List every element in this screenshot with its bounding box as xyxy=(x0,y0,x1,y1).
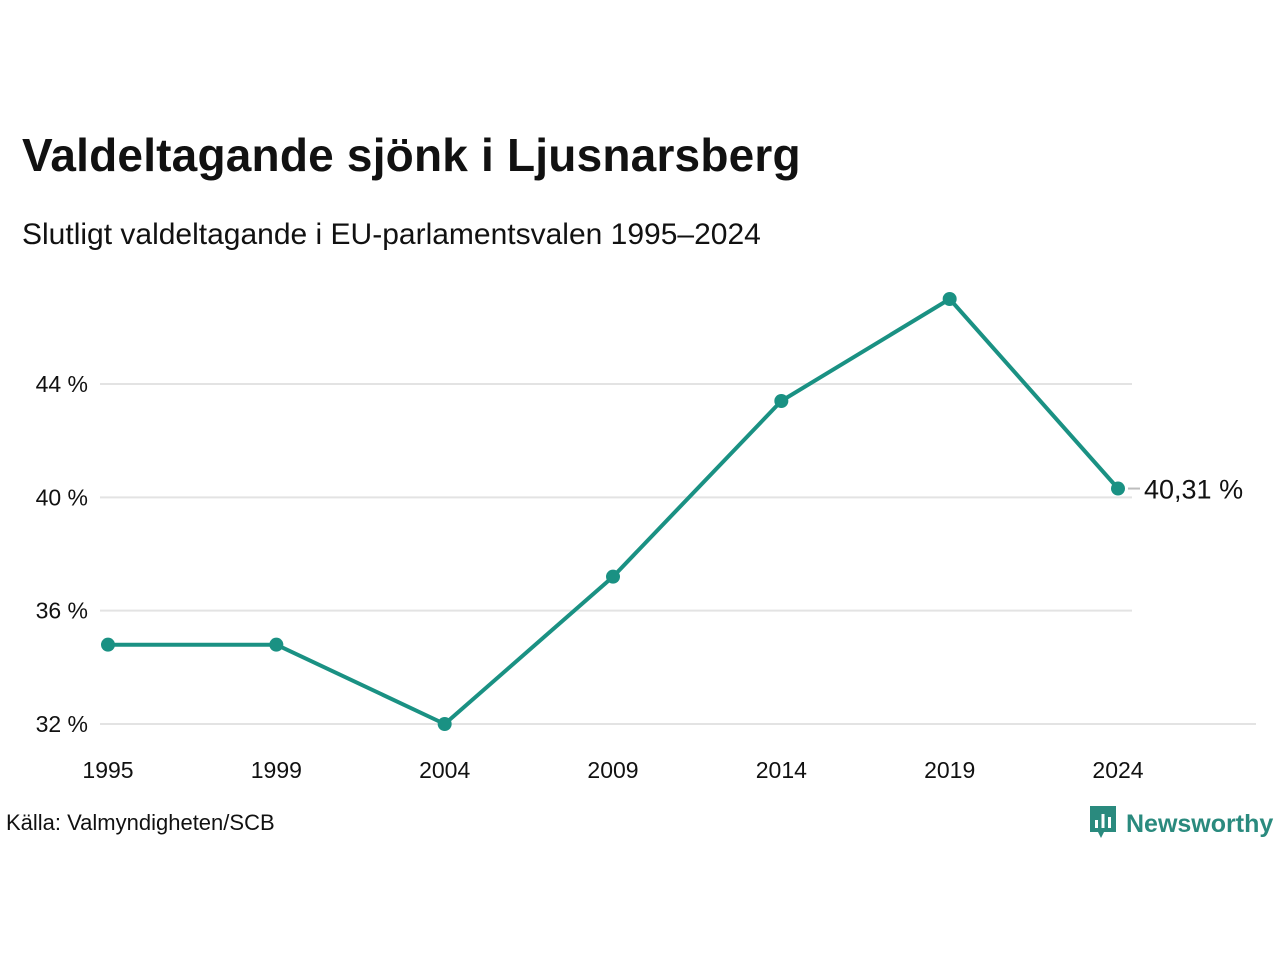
brand-name: Newsworthy xyxy=(1126,810,1274,838)
data-point xyxy=(101,637,115,652)
data-point xyxy=(1111,481,1125,496)
bar-chart-speech-bubble-icon xyxy=(1088,804,1118,845)
brand-logo: Newsworthy xyxy=(1088,804,1273,845)
y-tick-label: 44 % xyxy=(36,371,88,397)
data-point xyxy=(942,292,957,306)
data-point xyxy=(606,569,620,584)
series-points xyxy=(101,292,1125,731)
data-point xyxy=(774,394,789,408)
x-tick-label: 2009 xyxy=(587,757,638,783)
series-line xyxy=(106,297,1120,726)
data-labels: 40,31 % xyxy=(1128,475,1243,505)
y-tick-label: 32 % xyxy=(36,711,88,737)
y-tick-label: 36 % xyxy=(36,598,88,624)
x-tick-label: 2014 xyxy=(756,757,807,783)
source-note: Källa: Valmyndigheten/SCB xyxy=(6,810,275,835)
end-data-label: 40,31 % xyxy=(1144,475,1243,505)
x-tick-label: 2004 xyxy=(419,757,470,783)
y-tick-label: 40 % xyxy=(36,484,88,510)
gridlines xyxy=(100,383,1256,725)
x-axis-ticks: 1995 1999 2004 2009 2014 2019 2024 xyxy=(82,757,1143,783)
x-tick-label: 1999 xyxy=(251,757,302,783)
x-tick-label: 2024 xyxy=(1092,757,1143,783)
line-chart: 32 % 36 % 40 % 44 % 1995 1999 2004 2009 2014 201… xyxy=(36,292,1256,783)
data-point xyxy=(437,717,452,731)
chart-title: Valdeltagande sjönk i Ljusnarsberg xyxy=(22,129,801,181)
data-point xyxy=(269,637,284,652)
chart-subtitle: Slutligt valdeltagande i EU-parlamentsva… xyxy=(22,218,761,251)
y-axis-ticks: 32 % 36 % 40 % 44 % xyxy=(36,371,88,737)
x-tick-label: 1995 xyxy=(82,757,133,783)
series-line-layer xyxy=(106,297,1120,726)
x-tick-label: 2019 xyxy=(924,757,975,783)
